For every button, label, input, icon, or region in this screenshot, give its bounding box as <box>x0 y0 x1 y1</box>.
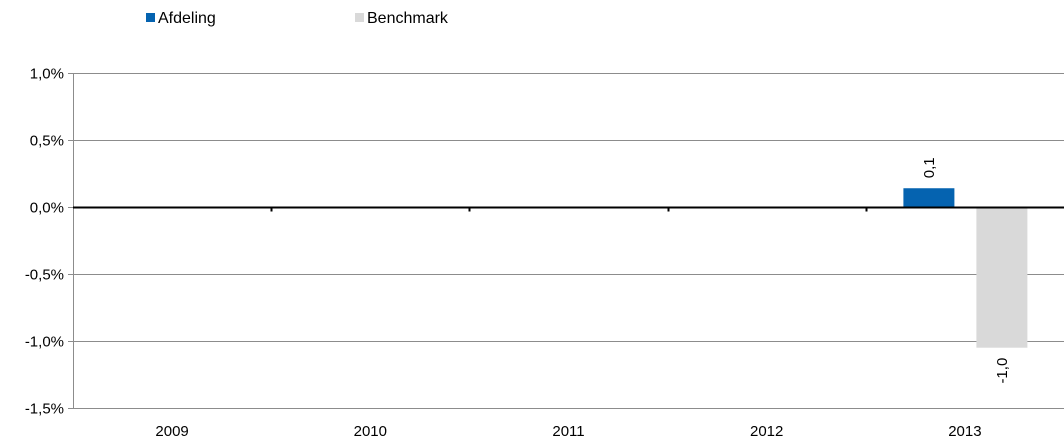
y-tick-label: -1,0% <box>25 334 64 351</box>
y-tick-label: 1,0% <box>30 66 64 83</box>
y-tick-label: -0,5% <box>25 267 64 284</box>
x-tick-label: 2009 <box>155 423 188 439</box>
bar-benchmark-2013 <box>976 207 1028 348</box>
y-tick-label: 0,0% <box>30 200 64 217</box>
y-tick-label: 0,5% <box>30 133 64 150</box>
x-tick-label: 2010 <box>354 423 387 439</box>
legend-item-benchmark: Benchmark <box>355 10 448 28</box>
bar-afdeling-2013 <box>903 188 955 207</box>
data-label-afdeling-2013: 0,1 <box>921 157 938 178</box>
data-label-benchmark-2013: -1,0 <box>994 358 1011 384</box>
legend-swatch-afdeling <box>146 13 155 22</box>
legend-label-benchmark: Benchmark <box>367 10 448 27</box>
legend-item-afdeling: Afdeling <box>146 10 216 28</box>
x-tick-label: 2012 <box>750 423 783 439</box>
y-tick-label: -1,5% <box>25 401 64 418</box>
legend: Afdeling Benchmark <box>0 10 1064 32</box>
x-tick-label: 2013 <box>948 423 981 439</box>
legend-swatch-benchmark <box>355 13 364 22</box>
x-tick-label: 2011 <box>552 423 584 439</box>
legend-label-afdeling: Afdeling <box>158 10 216 27</box>
